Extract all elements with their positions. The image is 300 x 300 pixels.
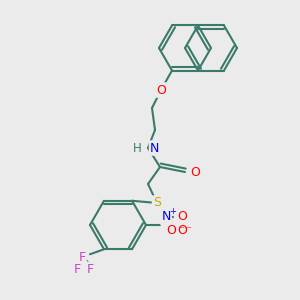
Text: F: F (78, 251, 85, 264)
Text: N: N (161, 211, 171, 224)
Text: ⁻: ⁻ (185, 225, 191, 235)
Text: O: O (175, 211, 185, 224)
Text: ⁻: ⁻ (178, 225, 184, 235)
Text: F: F (86, 263, 94, 276)
Text: +: + (174, 212, 182, 222)
Text: N: N (161, 211, 171, 224)
Text: O: O (166, 224, 176, 236)
Text: N: N (150, 142, 159, 154)
Text: +: + (169, 206, 176, 215)
Text: H: H (133, 142, 142, 154)
Text: O: O (190, 166, 200, 178)
Text: O: O (156, 83, 166, 97)
Text: O: O (177, 224, 187, 236)
Text: S: S (153, 196, 161, 209)
Text: F: F (74, 263, 81, 276)
Text: O: O (177, 211, 187, 224)
